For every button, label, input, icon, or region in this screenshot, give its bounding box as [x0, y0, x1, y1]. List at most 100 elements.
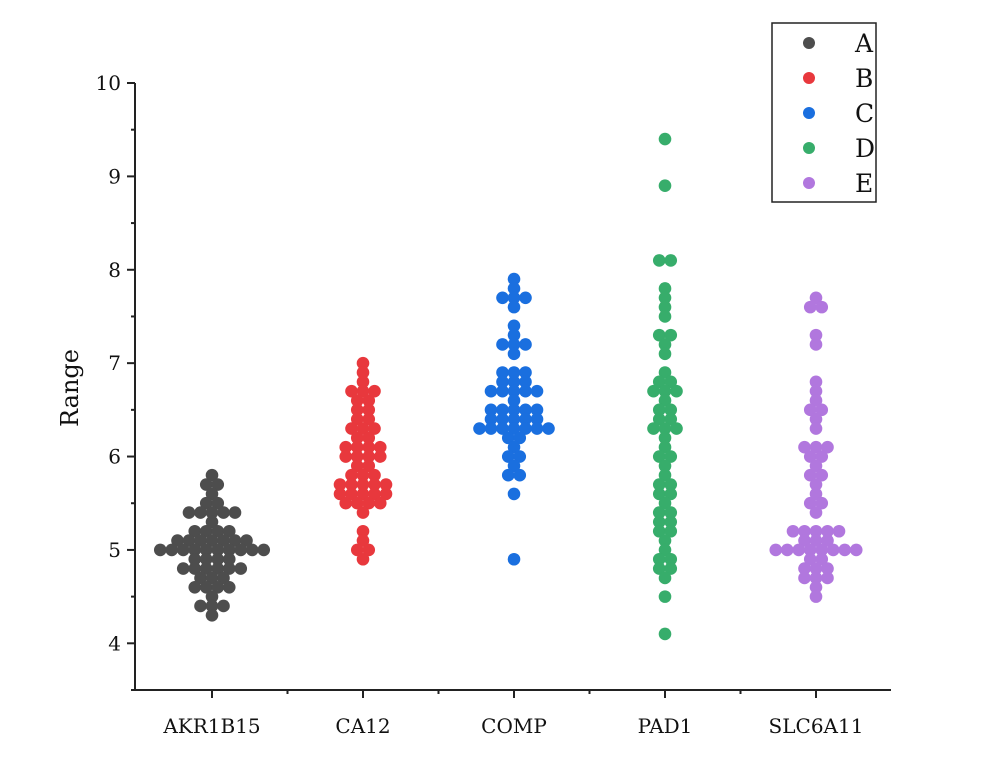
data-point-E: [798, 440, 811, 454]
data-point-A: [171, 534, 184, 547]
data-point-E: [803, 450, 817, 463]
data-point-E: [809, 506, 823, 519]
data-point-B: [345, 422, 358, 435]
data-point-B: [350, 459, 364, 473]
data-point-A: [194, 534, 207, 547]
data-point-B: [345, 487, 358, 501]
y-tick-label: 6: [108, 445, 121, 469]
data-point-D: [658, 291, 672, 305]
data-point-C: [519, 422, 532, 435]
data-point-A: [199, 524, 213, 538]
data-point-A: [222, 562, 236, 575]
legend-label-A: A: [854, 29, 874, 58]
data-point-E: [815, 552, 829, 566]
data-point-C: [519, 403, 532, 417]
data-point-D: [658, 468, 672, 482]
data-point-C: [501, 450, 515, 463]
data-point-C: [530, 412, 544, 426]
data-point-E: [809, 478, 823, 491]
data-point-B: [356, 366, 370, 379]
data-point-C: [507, 347, 521, 361]
data-point-B: [356, 422, 370, 435]
data-point-E: [798, 571, 811, 585]
y-tick-label: 7: [108, 351, 121, 375]
data-point-E: [815, 496, 829, 510]
data-point-A: [194, 571, 207, 585]
data-point-E: [809, 394, 823, 407]
data-point-A: [194, 506, 207, 519]
data-point-A: [188, 524, 202, 538]
data-point-A: [165, 543, 179, 557]
data-point-C: [507, 338, 521, 351]
data-point-A: [211, 496, 225, 510]
data-point-C: [496, 422, 509, 435]
data-point-A: [211, 478, 225, 491]
data-point-E: [803, 543, 817, 557]
data-point-E: [809, 580, 823, 594]
data-point-C: [519, 384, 532, 398]
data-point-C: [519, 375, 532, 389]
data-point-A: [205, 506, 219, 519]
data-point-B: [362, 403, 376, 417]
data-point-A: [199, 562, 213, 575]
data-point-B: [339, 496, 353, 510]
data-point-D: [652, 478, 666, 491]
y-tick-label: 5: [108, 538, 121, 562]
data-point-B: [373, 496, 387, 510]
data-point-C: [507, 422, 521, 435]
data-point-E: [809, 487, 823, 501]
y-tick-label: 9: [108, 164, 121, 188]
data-point-B: [362, 543, 376, 557]
data-point-E: [803, 403, 817, 417]
data-point-A: [199, 580, 213, 594]
data-point-A: [234, 543, 248, 557]
data-point-D: [658, 394, 672, 407]
data-point-D: [658, 459, 672, 473]
data-point-B: [350, 412, 364, 426]
data-point-C: [496, 403, 509, 417]
data-point-B: [362, 450, 376, 463]
data-point-C: [484, 412, 498, 426]
legend-marker-E: [803, 177, 815, 189]
data-point-D: [658, 431, 672, 445]
data-point-E: [803, 552, 817, 566]
data-point-B: [350, 394, 364, 407]
data-point-D: [658, 440, 672, 454]
data-point-B: [362, 431, 376, 445]
data-point-C: [507, 412, 521, 426]
data-point-C: [542, 422, 555, 435]
data-point-D: [652, 328, 666, 342]
data-point-D: [664, 403, 678, 417]
data-point-A: [257, 543, 271, 557]
data-point-D: [664, 375, 678, 389]
data-point-C: [507, 384, 521, 398]
data-point-A: [211, 524, 225, 538]
data-point-B: [356, 534, 370, 547]
data-point-E: [838, 543, 852, 557]
data-point-E: [803, 496, 817, 510]
data-point-A: [211, 543, 225, 557]
axes: 4 5 6 7 8 9 10 AKR1B15 CA12 COMP PAD1 SLC6A11: [96, 71, 891, 738]
data-point-B: [356, 524, 370, 538]
data-point-B: [362, 440, 376, 454]
data-point-B: [339, 440, 353, 454]
data-point-E: [815, 450, 829, 463]
data-point-C: [501, 431, 515, 445]
y-axis-title: Range: [56, 349, 84, 427]
data-point-E: [769, 543, 783, 557]
data-point-E: [809, 384, 823, 398]
data-point-A: [205, 534, 219, 547]
x-category-label: SLC6A11: [769, 714, 864, 738]
legend-marker-D: [803, 142, 815, 154]
data-point-D: [652, 515, 666, 529]
data-point-A: [205, 487, 219, 501]
data-point-A: [245, 543, 259, 557]
data-point-C: [507, 300, 521, 314]
data-point-D: [658, 571, 672, 585]
data-point-C: [513, 468, 527, 482]
data-point-D: [652, 524, 666, 538]
data-point-B: [356, 487, 370, 501]
data-point-D: [652, 254, 666, 267]
